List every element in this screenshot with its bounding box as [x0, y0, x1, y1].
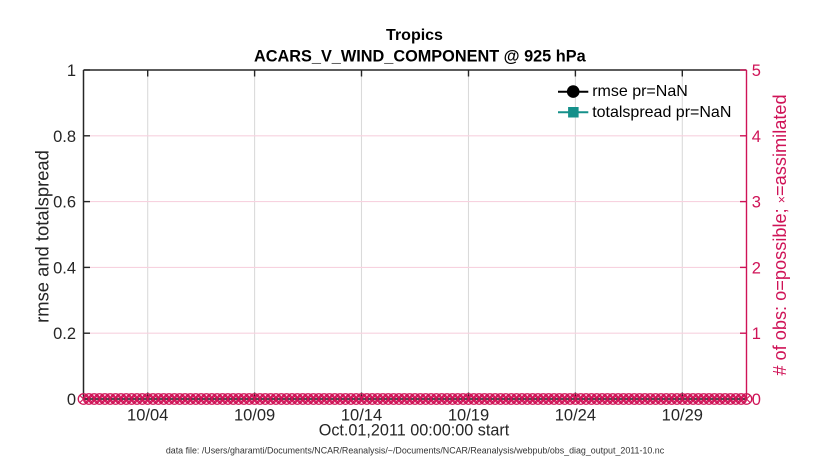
svg-text:rmse and totalspread: rmse and totalspread [32, 150, 53, 323]
svg-text:0.8: 0.8 [53, 128, 76, 146]
svg-text:10/14: 10/14 [341, 406, 382, 424]
svg-text:1: 1 [67, 62, 76, 80]
svg-text:2: 2 [752, 259, 761, 277]
svg-text:3: 3 [752, 194, 761, 212]
svg-text:4: 4 [752, 128, 761, 146]
svg-text:Oct.01,2011 00:00:00 start: Oct.01,2011 00:00:00 start [319, 422, 510, 440]
svg-text:0.2: 0.2 [53, 325, 76, 343]
svg-text:10/04: 10/04 [127, 406, 168, 424]
svg-text:10/09: 10/09 [234, 406, 275, 424]
svg-text:10/29: 10/29 [662, 406, 703, 424]
svg-text:5: 5 [752, 62, 761, 80]
svg-text:Tropics: Tropics [386, 27, 443, 44]
svg-text:1: 1 [752, 325, 761, 343]
svg-text:0: 0 [752, 391, 761, 409]
svg-text:0: 0 [67, 391, 76, 409]
svg-text:10/24: 10/24 [555, 406, 596, 424]
svg-text:0.4: 0.4 [53, 259, 76, 277]
svg-text:data file: /Users/gharamti/Doc: data file: /Users/gharamti/Documents/NCA… [166, 446, 665, 456]
svg-text:ACARS_V_WIND_COMPONENT @ 925 h: ACARS_V_WIND_COMPONENT @ 925 hPa [254, 47, 587, 65]
svg-text:totalspread pr=NaN: totalspread pr=NaN [592, 104, 731, 121]
svg-text:# of obs: o=possible; ×=assimi: # of obs: o=possible; ×=assimilated [770, 94, 790, 375]
svg-text:rmse pr=NaN: rmse pr=NaN [592, 83, 688, 100]
svg-text:10/19: 10/19 [448, 406, 489, 424]
svg-text:0.6: 0.6 [53, 194, 76, 212]
